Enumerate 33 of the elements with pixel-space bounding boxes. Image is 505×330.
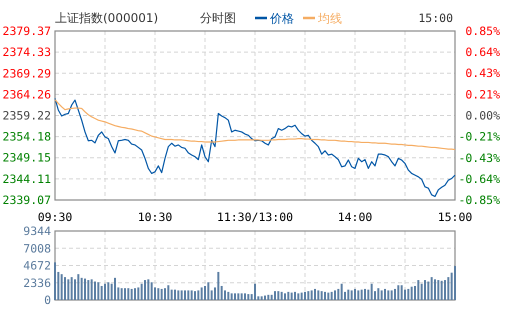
y-tick-label: 2374.33 [2,45,52,60]
y-tick-label: 2339.07 [2,193,52,207]
y2-tick-label: 0.21% [465,88,500,102]
y-tick-label: 2344.11 [2,172,52,186]
y2-tick-label: -0.43% [458,151,500,166]
y2-tick-label: -0.64% [458,172,500,186]
y2-tick-label: 0.43% [465,66,500,80]
x-tick-label: 11:30/13:00 [216,210,294,224]
y-tick-label: 4672 [23,258,51,272]
y-tick-label: 2369.29 [2,66,52,80]
y2-tick-label: -0.21% [458,129,500,144]
y2-tick-label: 0.85% [465,24,500,38]
y-tick-label: 9344 [23,224,52,238]
y2-tick-label: 0.64% [465,44,500,59]
legend-label: 均线 [317,12,342,26]
y-tick-label: 2336 [23,276,52,290]
y2-tick-label: -0.85% [458,193,500,207]
chart-subtitle: 分时图 [200,11,236,25]
y2-tick-label: 0.00% [465,108,500,122]
y-tick-label: 2354.18 [2,130,52,144]
y-tick-label: 7008 [23,241,52,256]
y-tick-label: 0 [44,293,52,307]
x-tick-label: 09:30 [38,210,72,224]
x-tick-label: 10:30 [138,210,172,224]
chart-title: 上证指数(000001) [55,11,158,25]
x-tick-label: 14:00 [338,210,372,224]
y-tick-label: 2359.22 [2,108,51,122]
x-tick-label: 15:00 [438,210,472,224]
y-tick-label: 2364.26 [2,87,52,102]
y-tick-label: 2379.37 [2,24,52,38]
y-tick-label: 2349.15 [2,150,51,165]
text: 15:00 [418,11,454,25]
legend-label: 价格 [269,12,294,26]
